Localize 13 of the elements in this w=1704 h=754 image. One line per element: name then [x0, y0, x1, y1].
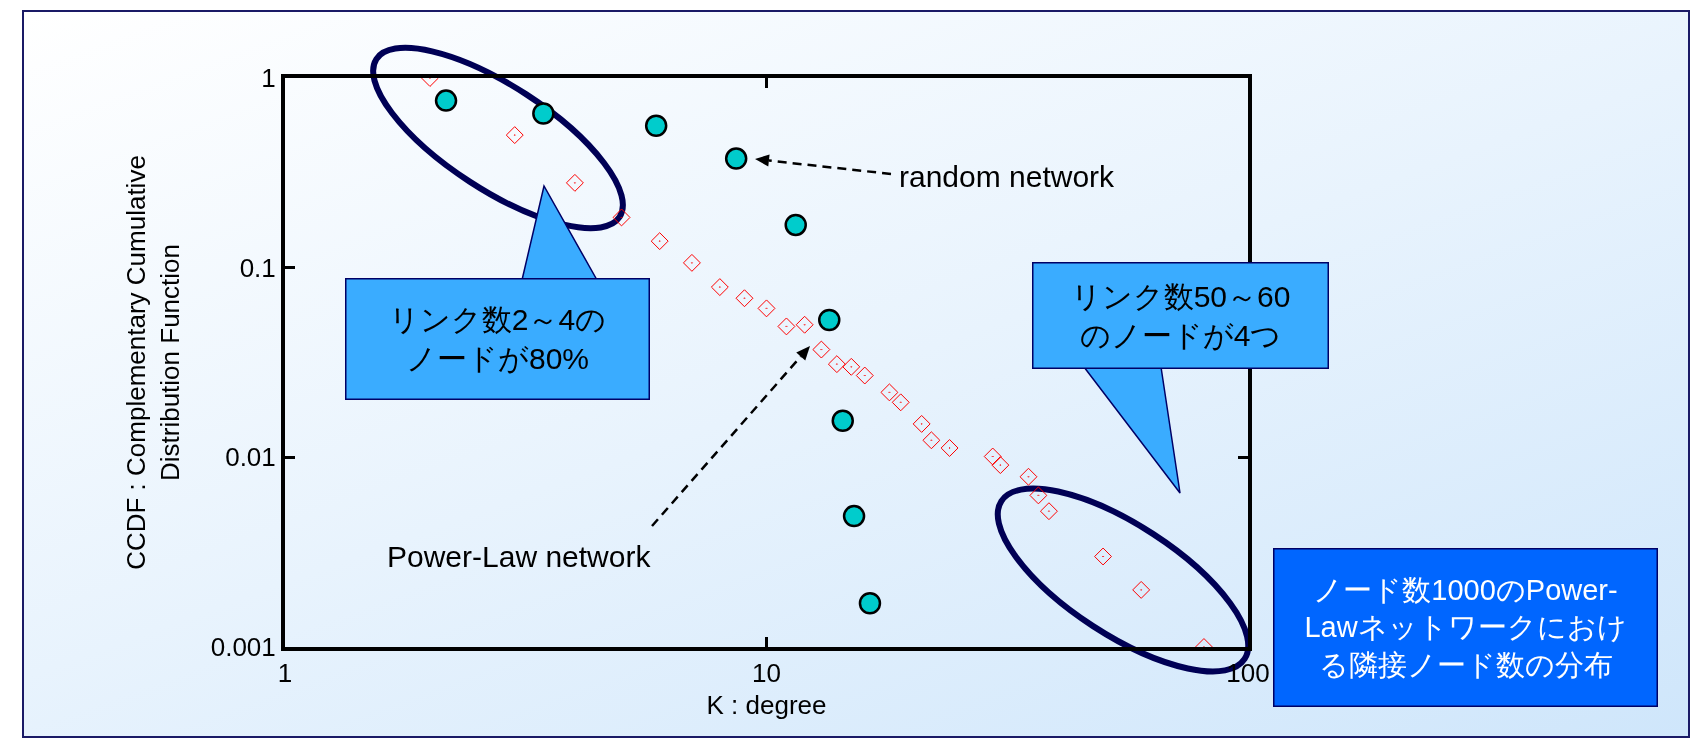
x-tick-label: 10: [752, 658, 781, 689]
y-tick-label: 0.01: [225, 442, 276, 473]
y-tick-label: 0.1: [239, 252, 276, 283]
annotation: random network: [899, 160, 1116, 193]
x-axis-title: K : degree: [706, 690, 827, 721]
annotation: リンク数50～60のノードが4つ: [1070, 279, 1291, 352]
y-axis-title: CCDF : Complementary Cumulative Distribution Function: [120, 155, 185, 570]
y-tick-label: 1: [261, 63, 276, 94]
x-tick-label: 100: [1226, 658, 1270, 689]
y-tick-label: 0.001: [210, 632, 276, 663]
annotation: Power-Law network: [387, 540, 652, 573]
text: ノード数1000のPower-Lawネットワークにおける隣接ノード数の分布: [1304, 573, 1627, 682]
annotation: リンク数2～4のノードが80%: [388, 303, 607, 375]
